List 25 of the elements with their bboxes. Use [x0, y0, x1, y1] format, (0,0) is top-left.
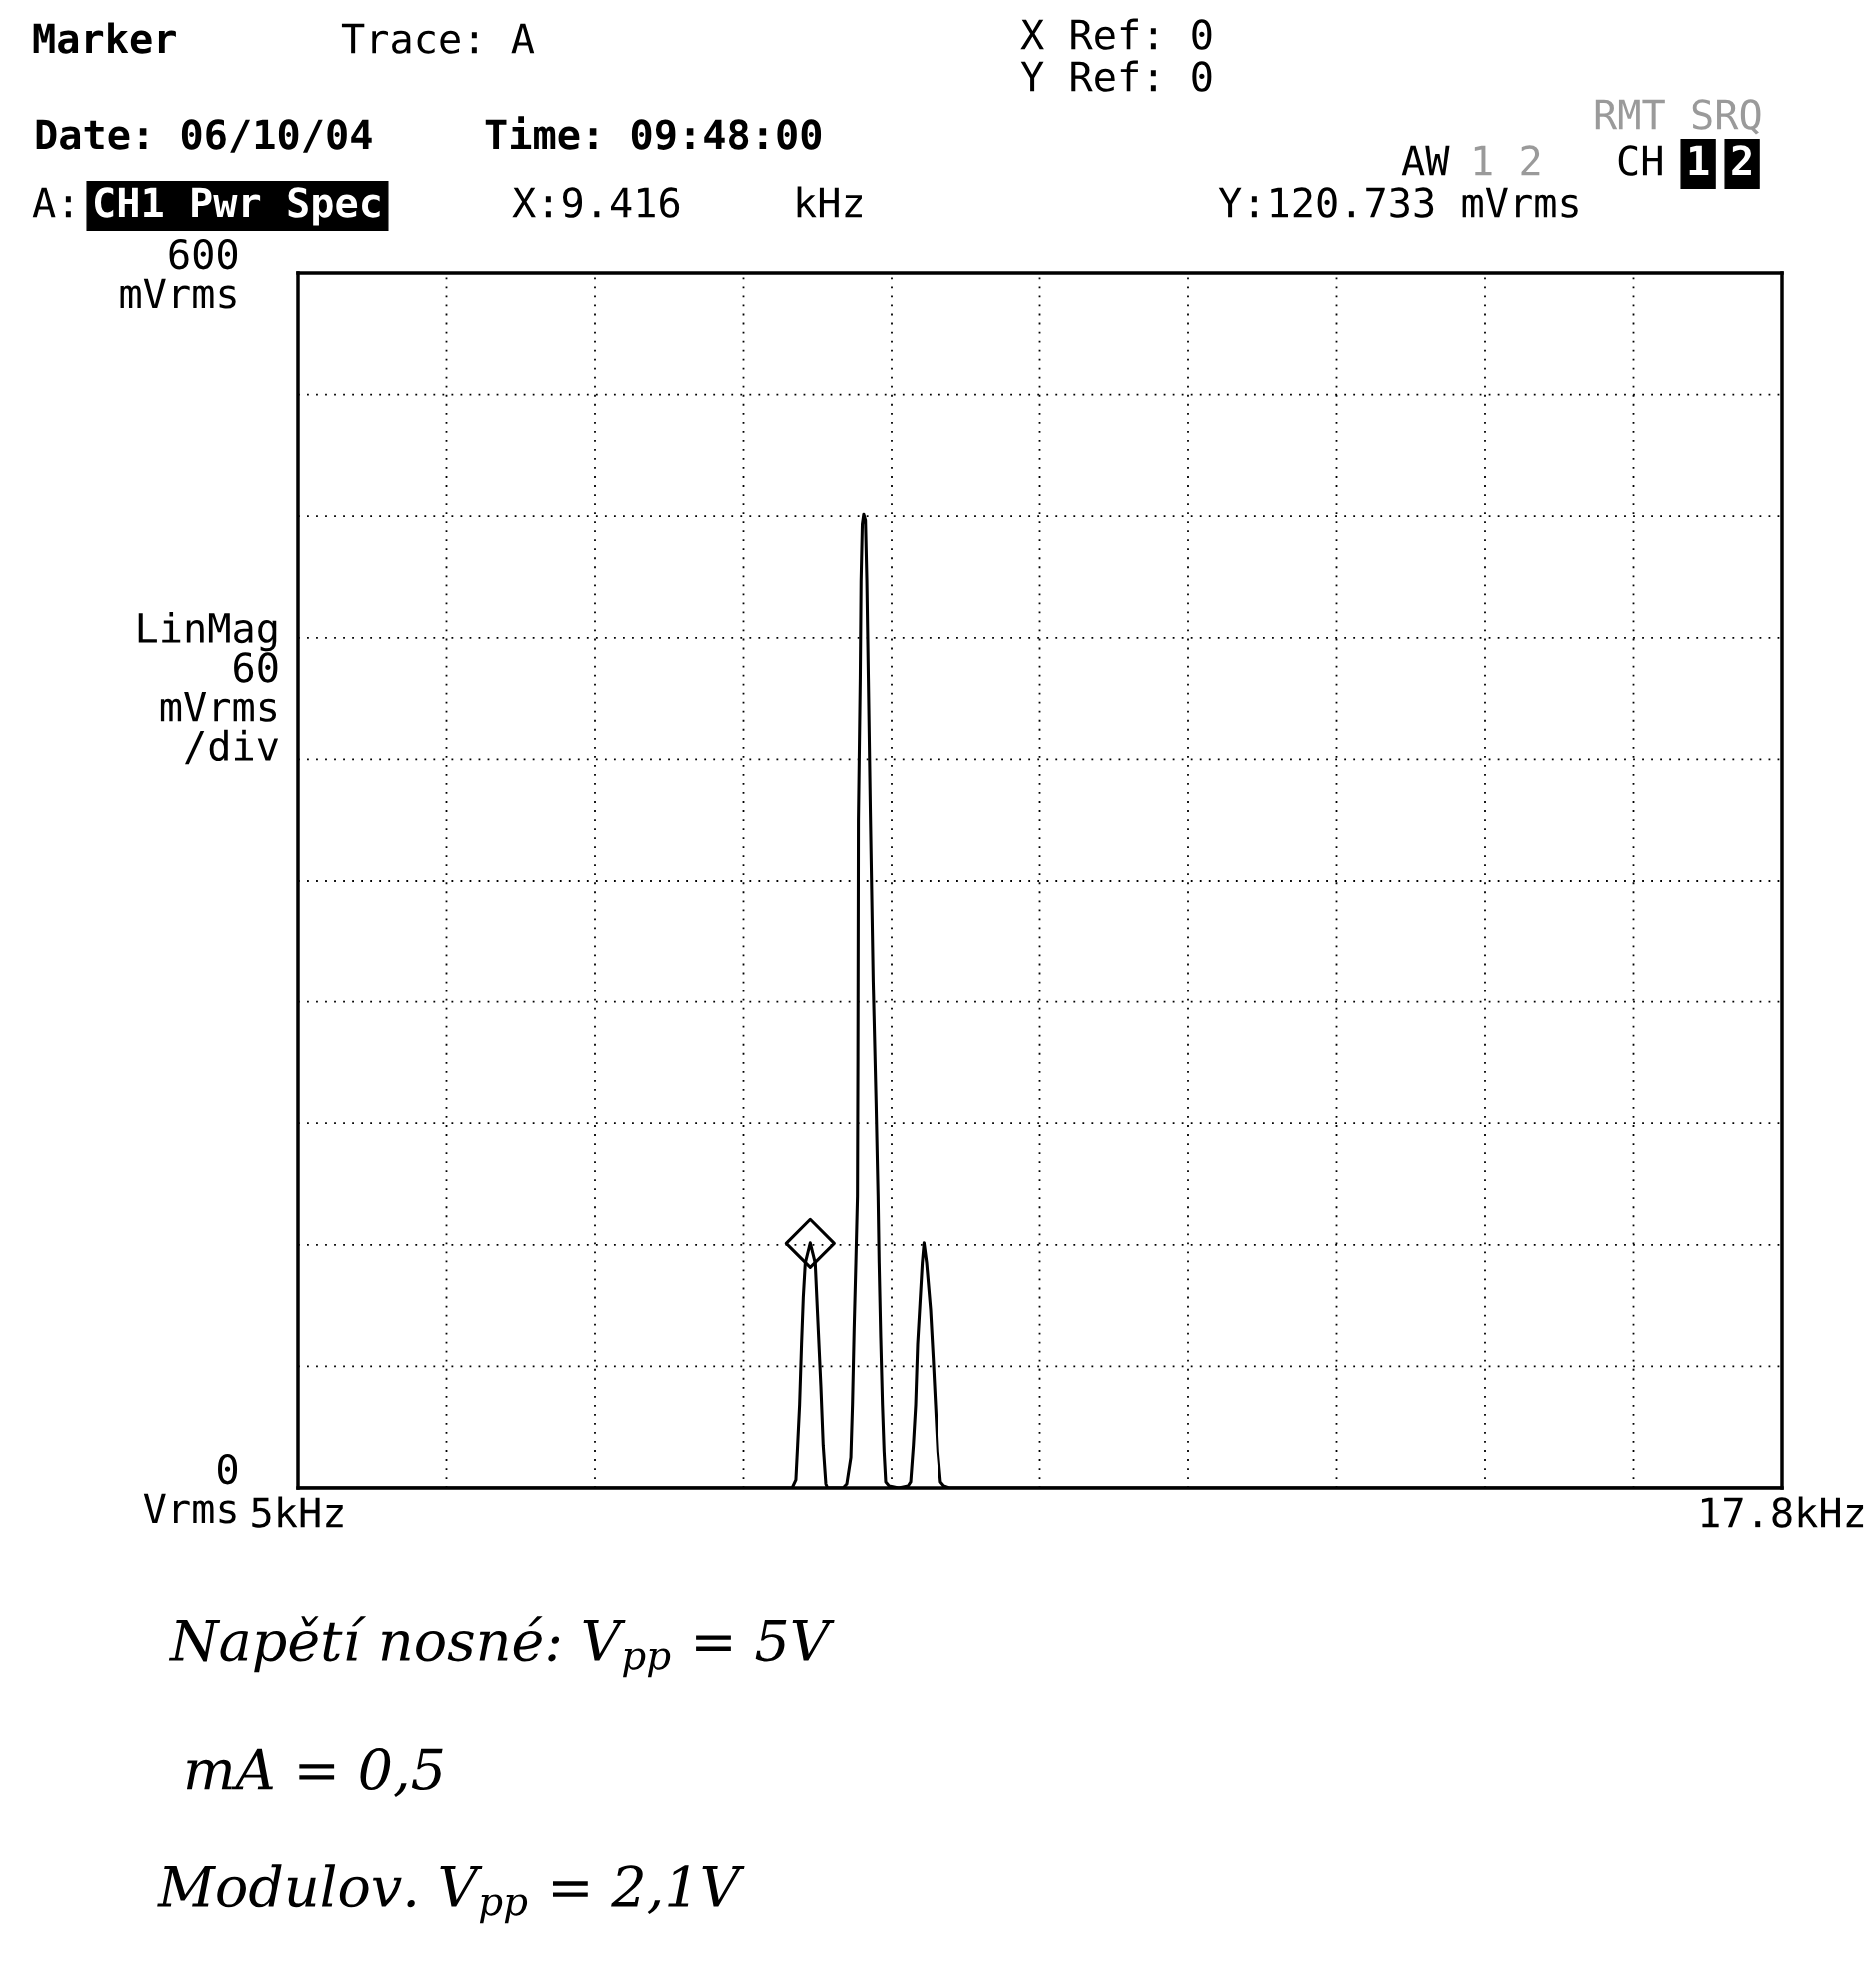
- text: X Ref: 0: [1020, 18, 1212, 50]
- text: mA = 0,5: [186, 1748, 443, 1797]
- text: kHz: [797, 186, 862, 218]
- y-axis-title: LinMag 60 mVrms /div: [138, 612, 279, 765]
- y-tick-label: 0 Vrms: [143, 1453, 238, 1524]
- text: Date: 06/10/04: [36, 119, 372, 153]
- text: CH: [1618, 145, 1662, 176]
- text: Napětí nosné: V$_{pp}$ = 5V: [168, 1616, 835, 1678]
- text: 1 2: [1474, 145, 1540, 176]
- text: Trace: A: [341, 23, 535, 54]
- text: Y Ref: 0: [1020, 60, 1212, 92]
- text: RMT SRQ: [1595, 99, 1761, 135]
- x-tick-label: 5kHz: [252, 1496, 343, 1528]
- y-tick-label: 600 mVrms: [120, 238, 238, 309]
- text: X:9.416: [512, 187, 680, 218]
- text: 2: [1732, 145, 1751, 176]
- text: Modulov. V$_{pp}$ = 2,1V: [157, 1864, 745, 1924]
- x-tick-label: 17.8kHz: [1701, 1496, 1864, 1528]
- text: A:: [32, 187, 71, 218]
- text: Marker: [33, 22, 176, 54]
- text: Y:120.733 mVrms: [1218, 187, 1578, 218]
- text: 1: [1689, 145, 1709, 176]
- text: AW: [1401, 145, 1450, 176]
- text: Time: 09:48:00: [485, 116, 822, 150]
- text: CH1 Pwr Spec: [94, 187, 380, 226]
